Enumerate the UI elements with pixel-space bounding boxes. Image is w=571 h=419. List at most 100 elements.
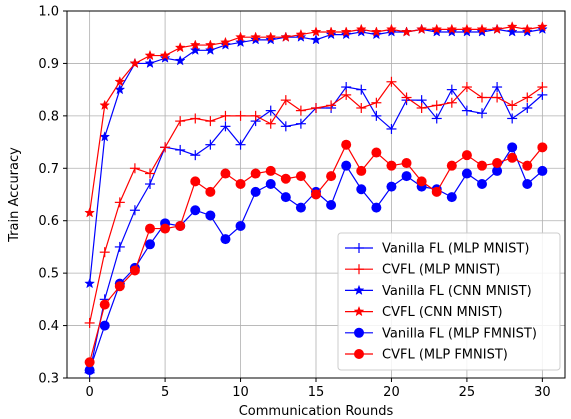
- series-3: [84, 21, 548, 218]
- data-point: [310, 26, 322, 37]
- data-point: [521, 23, 533, 34]
- data-point: [174, 41, 186, 53]
- data-point: [280, 173, 291, 184]
- data-point: [325, 26, 337, 37]
- data-point: [492, 82, 503, 93]
- data-point: [507, 100, 518, 111]
- data-point: [431, 23, 443, 34]
- data-point: [144, 57, 156, 69]
- x-tick-label: 20: [383, 385, 400, 400]
- data-point: [446, 192, 457, 203]
- data-point: [114, 197, 125, 208]
- data-point: [431, 186, 442, 197]
- data-point: [204, 39, 216, 50]
- data-point: [401, 158, 412, 169]
- data-point: [522, 92, 533, 103]
- x-axis-ticks: 0 5 10 15 20 25 30: [85, 378, 551, 400]
- legend-label: CVFL (CNN MNIST): [382, 305, 503, 320]
- data-point: [280, 192, 291, 203]
- y-tick-label: 0.8: [38, 109, 59, 124]
- data-point: [431, 100, 442, 111]
- data-point: [522, 179, 533, 190]
- data-point: [401, 171, 412, 182]
- x-tick-label: 5: [161, 385, 169, 400]
- data-point: [114, 281, 125, 292]
- y-tick-label: 1.0: [38, 5, 59, 20]
- data-point: [189, 44, 201, 55]
- data-point: [461, 82, 472, 93]
- data-point: [507, 113, 518, 124]
- data-point: [205, 116, 216, 127]
- data-point: [537, 165, 548, 176]
- legend: Vanilla FL (MLP MNIST) CVFL (MLP MNIST) Va…: [337, 232, 561, 371]
- series-5: [84, 139, 548, 368]
- data-point: [144, 49, 156, 61]
- data-point: [175, 220, 186, 231]
- data-point: [522, 102, 533, 113]
- data-point: [386, 123, 397, 134]
- data-point: [84, 365, 95, 376]
- data-point: [175, 144, 186, 155]
- data-point: [250, 110, 261, 121]
- data-point: [250, 31, 262, 42]
- data-point: [536, 21, 548, 32]
- data-point: [235, 179, 246, 190]
- data-point: [220, 121, 231, 132]
- data-point: [280, 121, 291, 132]
- data-point: [280, 31, 292, 42]
- data-point: [446, 84, 457, 95]
- data-point: [204, 44, 216, 55]
- legend-label: Vanilla FL (MLP MNIST): [382, 242, 529, 257]
- y-tick-label: 0.7: [38, 162, 59, 177]
- legend-marker: [354, 243, 364, 253]
- data-point: [235, 110, 246, 121]
- data-point: [476, 23, 488, 34]
- data-point: [461, 23, 473, 34]
- data-point: [431, 113, 442, 124]
- data-point: [326, 171, 337, 182]
- y-tick-label: 0.9: [38, 57, 59, 72]
- legend-item: CVFL (CNN MNIST): [345, 305, 503, 320]
- data-point: [84, 357, 95, 368]
- data-point: [356, 84, 367, 95]
- legend-box: [337, 232, 561, 371]
- data-point: [461, 150, 472, 161]
- data-point: [265, 179, 276, 190]
- data-point: [295, 171, 306, 182]
- x-axis-label: Communication Rounds: [239, 404, 394, 419]
- y-tick-label: 0.6: [38, 214, 59, 229]
- y-tick-label: 0.4: [38, 319, 59, 334]
- data-point: [99, 99, 111, 110]
- legend-item: Vanilla FL (MLP FMNIST): [345, 326, 537, 341]
- data-point: [265, 118, 276, 129]
- data-point: [190, 150, 201, 161]
- data-point: [416, 176, 427, 187]
- data-point: [295, 202, 306, 213]
- data-point: [265, 105, 276, 116]
- data-point: [190, 176, 201, 187]
- y-axis-ticks: 0.3 0.4 0.5 0.6 0.7 0.8 0.9 1.0: [38, 5, 67, 387]
- data-point: [491, 23, 503, 34]
- data-point: [311, 102, 321, 113]
- data-point: [114, 76, 126, 87]
- legend-item: Vanilla FL (CNN MNIST): [345, 284, 532, 299]
- data-point: [84, 207, 96, 218]
- legend-marker: [354, 264, 364, 275]
- data-point: [205, 139, 216, 150]
- data-point: [129, 163, 140, 174]
- legend-item: CVFL (MLP FMNIST): [345, 348, 508, 363]
- legend-item: Vanilla FL (MLP MNIST): [345, 242, 529, 257]
- data-point: [205, 210, 216, 221]
- data-point: [355, 23, 367, 34]
- data-point: [477, 160, 487, 171]
- data-point: [356, 102, 367, 113]
- data-point: [145, 179, 155, 190]
- data-point: [326, 100, 337, 111]
- data-point: [99, 247, 110, 258]
- data-point: [461, 105, 472, 116]
- data-point: [160, 223, 171, 234]
- legend-marker: [353, 305, 365, 317]
- data-point: [446, 97, 457, 108]
- legend-label: Vanilla FL (MLP FMNIST): [382, 326, 537, 341]
